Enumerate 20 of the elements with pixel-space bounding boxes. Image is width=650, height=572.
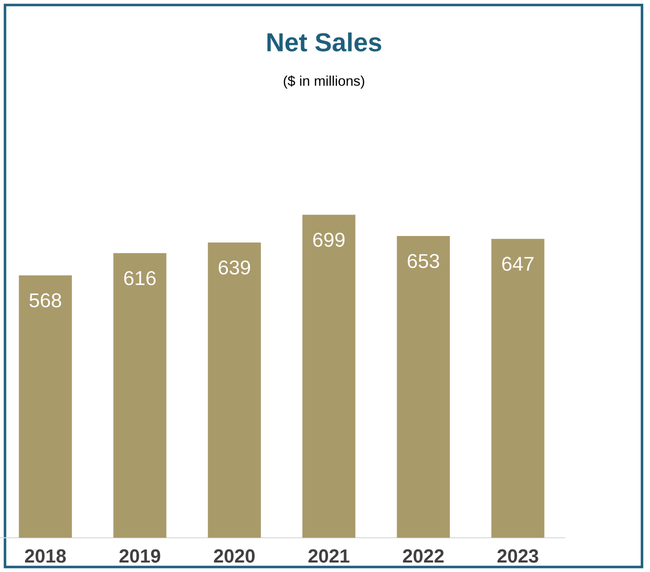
x-tick-label: 2022 (402, 549, 444, 563)
chart-title: Net Sales (267, 32, 382, 52)
chart-subtitle: ($ in millions) (284, 75, 364, 89)
bar (396, 236, 450, 538)
bar (491, 238, 544, 538)
bar (208, 242, 261, 538)
bar (18, 275, 72, 538)
data-label: 647 (502, 256, 534, 271)
data-label: 639 (218, 260, 250, 275)
data-label: 568 (30, 293, 62, 308)
x-tick-label: 2019 (119, 549, 160, 563)
bar (302, 214, 356, 538)
data-label: 653 (408, 254, 440, 268)
x-tick-label: 2018 (24, 549, 66, 563)
data-label: 699 (313, 232, 345, 247)
bar (113, 253, 166, 538)
data-label: 616 (124, 271, 156, 286)
x-tick-label: 2023 (497, 549, 538, 563)
x-tick-label: 2021 (308, 549, 350, 563)
x-tick-label: 2020 (214, 549, 255, 563)
